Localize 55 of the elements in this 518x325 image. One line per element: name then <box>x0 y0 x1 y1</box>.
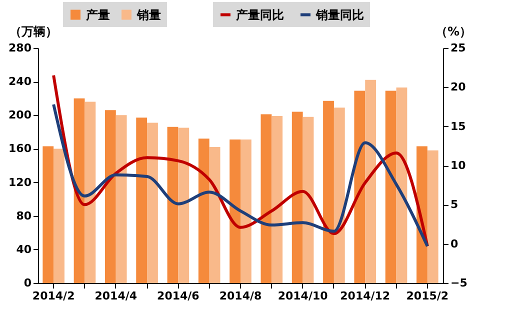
x-tick-label: 2014/10 <box>278 290 328 302</box>
legend-label: 产量 <box>85 8 110 22</box>
bar <box>136 118 148 283</box>
y2-tick-label: 0 <box>450 237 458 250</box>
y2-axis-title: （%） <box>435 24 472 38</box>
y2-tick-label: 5 <box>450 198 458 212</box>
y2-tick-label: 20 <box>450 80 466 94</box>
bar <box>209 147 220 283</box>
bar <box>74 98 85 283</box>
bar <box>272 116 283 283</box>
bar <box>302 116 314 283</box>
bar <box>84 102 96 283</box>
bar <box>240 139 252 283</box>
legend-label: 销量同比 <box>315 8 364 22</box>
y2-tick-label: 25 <box>450 42 466 54</box>
line-series <box>52 102 429 248</box>
bar <box>427 150 438 283</box>
bar <box>116 115 127 283</box>
x-tick-label: 2014/8 <box>219 290 262 302</box>
x-tick-label: 2014/2 <box>32 290 75 302</box>
bar <box>230 139 240 283</box>
bar <box>292 112 303 283</box>
bar <box>178 128 190 283</box>
x-tick-label: 2015/2 <box>406 290 449 302</box>
y-tick-label: 40 <box>16 242 32 256</box>
y-tick-label: 160 <box>8 142 32 156</box>
bar <box>334 108 345 283</box>
bar <box>354 90 366 283</box>
bar <box>365 80 376 283</box>
y-tick-label: 120 <box>8 176 32 189</box>
x-tick-label: 2014/6 <box>157 290 200 302</box>
y-tick-label: 200 <box>8 108 32 122</box>
bar <box>396 87 408 283</box>
y2-tick-label: 15 <box>450 120 466 133</box>
y-tick-label: 280 <box>8 42 32 54</box>
y-tick-label: 240 <box>8 75 32 88</box>
bar <box>167 126 178 283</box>
legend-label: 产量同比 <box>235 8 284 22</box>
bar <box>198 138 210 283</box>
bar <box>323 100 334 283</box>
bar <box>385 90 396 283</box>
y2-tick-label: 10 <box>450 159 466 172</box>
y-tick-label: 0 <box>24 276 32 290</box>
line-series <box>52 74 429 248</box>
bar <box>260 114 272 283</box>
bar <box>147 122 158 283</box>
x-tick-label: 2014/4 <box>94 290 138 302</box>
x-tick-label: 2014/12 <box>340 290 390 302</box>
bar <box>104 110 116 283</box>
legend-label: 销量 <box>136 8 161 22</box>
bar <box>42 146 54 283</box>
y2-tick-label: −5 <box>450 276 468 290</box>
bar <box>54 148 64 283</box>
y-axis-title: （万辆） <box>10 24 58 38</box>
y-tick-label: 80 <box>16 209 32 222</box>
